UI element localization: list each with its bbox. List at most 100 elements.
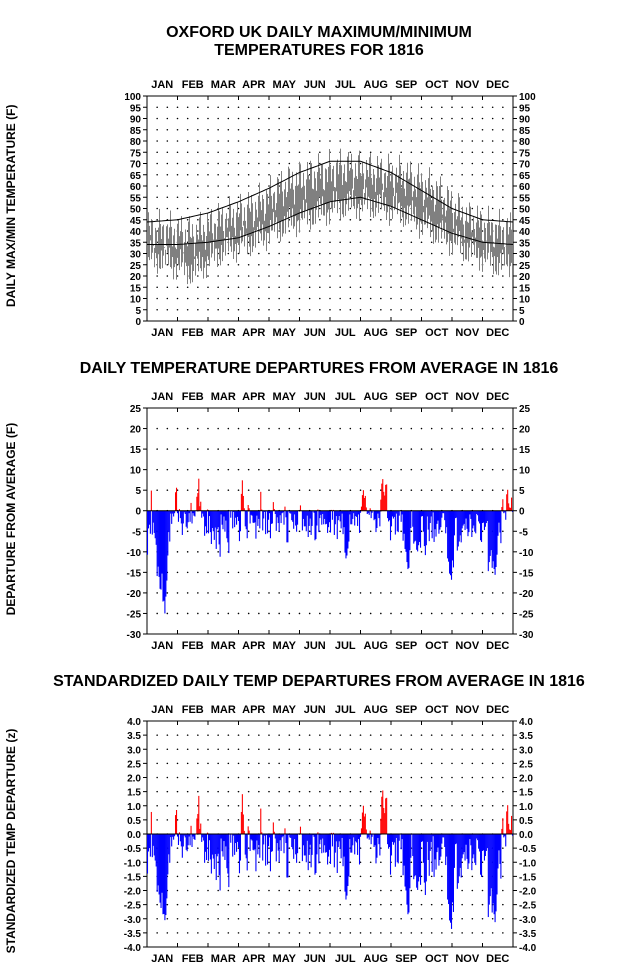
chart2-grid-dot [247,489,250,491]
chart3-grid-dot [197,861,199,864]
chart2-ytick-label-right: 10 [519,466,531,477]
chart1-grid-dot [227,263,230,266]
chart1-grid-dot [319,275,321,277]
chart3-grid-dot [319,889,321,892]
chart2-grid-dot [369,612,372,615]
chart3-grid-dot [420,917,423,920]
chart1-grid-dot [420,151,423,154]
chart1-grid-dot [217,151,219,154]
chart2-ytick-label-left: 0 [135,507,141,518]
chart3-grid-dot [491,734,494,736]
chart1-grid-dot [308,275,311,277]
chart3-grid-dot [319,762,321,765]
chart3-month-label-bottom: MAY [273,953,297,965]
chart3-grid-dot [237,889,240,892]
chart2-grid-dot [268,612,270,615]
chart3-grid-dot [390,903,392,906]
chart2-ytick-label-right: 5 [519,486,525,497]
chart1-grid-dot [278,128,280,131]
chart3-grid-dot [441,903,443,906]
chart1-title-line1: OXFORD UK DAILY MAXIMUM/MINIMUM [166,24,472,41]
chart3-grid-dot [349,917,352,920]
chart1-grid-dot [369,106,372,109]
chart1-grid-dot [186,218,189,221]
chart1-grid-dot [237,117,240,120]
chart2-grid-dot [441,468,443,471]
chart1-grid-dot [369,252,372,255]
chart1-month-label-bottom: JUN [304,327,326,339]
chart1-grid-dot [258,263,260,266]
chart1-grid-dot [380,275,382,277]
chart2-grid-dot [400,530,402,533]
chart1-ytick-label-left: 25 [130,261,142,272]
chart3-month-label-top: FEB [182,704,204,716]
chart2-grid-dot [186,489,189,491]
chart2-ytick-label-right: -30 [519,630,534,641]
chart2-grid-dot [247,468,250,471]
chart3-grid-dot [339,861,341,864]
chart3-grid-dot [441,847,443,849]
chart3-grid-dot [491,762,494,765]
chart2-grid-dot [186,612,189,615]
chart1-grid-dot [349,106,352,109]
chart1-grid-dot [166,263,169,266]
chart2-grid-dot [237,468,240,471]
chart2-grid-dot [369,530,372,533]
chart1-grid-dot [186,162,189,165]
chart1-grid-dot [349,140,352,142]
chart2-month-label-bottom: APR [242,640,265,652]
chart3-grid-dot [217,861,219,864]
chart1-grid-dot [400,308,402,311]
chart1-grid-dot [166,275,169,277]
chart3-grid-dot [471,819,474,821]
chart2-ytick-label-left: -25 [127,609,142,620]
chart2-grid-dot [197,530,199,533]
chart1-grid-dot [339,117,341,120]
chart1-ytick-label-left: 80 [130,137,142,148]
chart3-grid-dot [390,932,392,934]
chart3-grid-dot [461,776,463,779]
chart3-grid-dot [298,762,301,765]
chart3-ytick-label-right: -0.5 [519,844,537,855]
chart2-grid-dot [451,468,453,471]
chart2-grid-dot [349,530,352,533]
chart1-grid-dot [268,297,270,300]
chart3-grid-dot [278,804,280,807]
chart1-month-label-bottom: MAY [273,327,297,339]
chart1-grid-dot [227,275,230,277]
chart2-grid-dot [278,427,280,430]
chart1-grid-dot [491,117,494,120]
chart2-grid-dot [329,551,331,553]
chart1-grid-dot [471,230,474,232]
chart3-ytick-label-right: 1.0 [519,802,533,813]
chart2-grid-dot [176,551,179,553]
chart2-grid-dot [359,592,362,594]
chart3-ytick-label-left: -2.5 [124,901,142,912]
chart1-grid-dot [349,297,352,300]
chart3-grid-dot [369,875,372,878]
chart1-ytick-label-right: 35 [519,238,531,249]
chart1-grid-dot [207,207,209,210]
chart1-grid-dot [237,263,240,266]
chart3-grid-dot [329,889,331,892]
chart1-grid-dot [278,252,280,255]
chart3-grid-dot [410,734,413,736]
chart2-grid-dot [390,448,392,450]
chart3-grid-dot [217,790,219,793]
chart1-grid-dot [359,117,362,120]
chart3-grid-dot [329,734,331,736]
chart2-grid-dot [166,468,169,471]
chart1-grid-dot [502,106,504,109]
chart3-grid-dot [461,861,463,864]
chart3-grid-dot [207,804,209,807]
chart1-grid-dot [481,185,484,187]
chart2-grid-dot [481,427,484,430]
chart2-grid-dot [298,592,301,594]
chart2-grid-dot [217,427,219,430]
chart1-grid-dot [420,230,423,232]
chart1-grid-dot [176,286,179,289]
chart2-grid-dot [430,571,433,574]
chart3-grid-dot [502,917,504,920]
chart3-grid-dot [319,847,321,849]
chart3-grid-dot [288,748,291,751]
